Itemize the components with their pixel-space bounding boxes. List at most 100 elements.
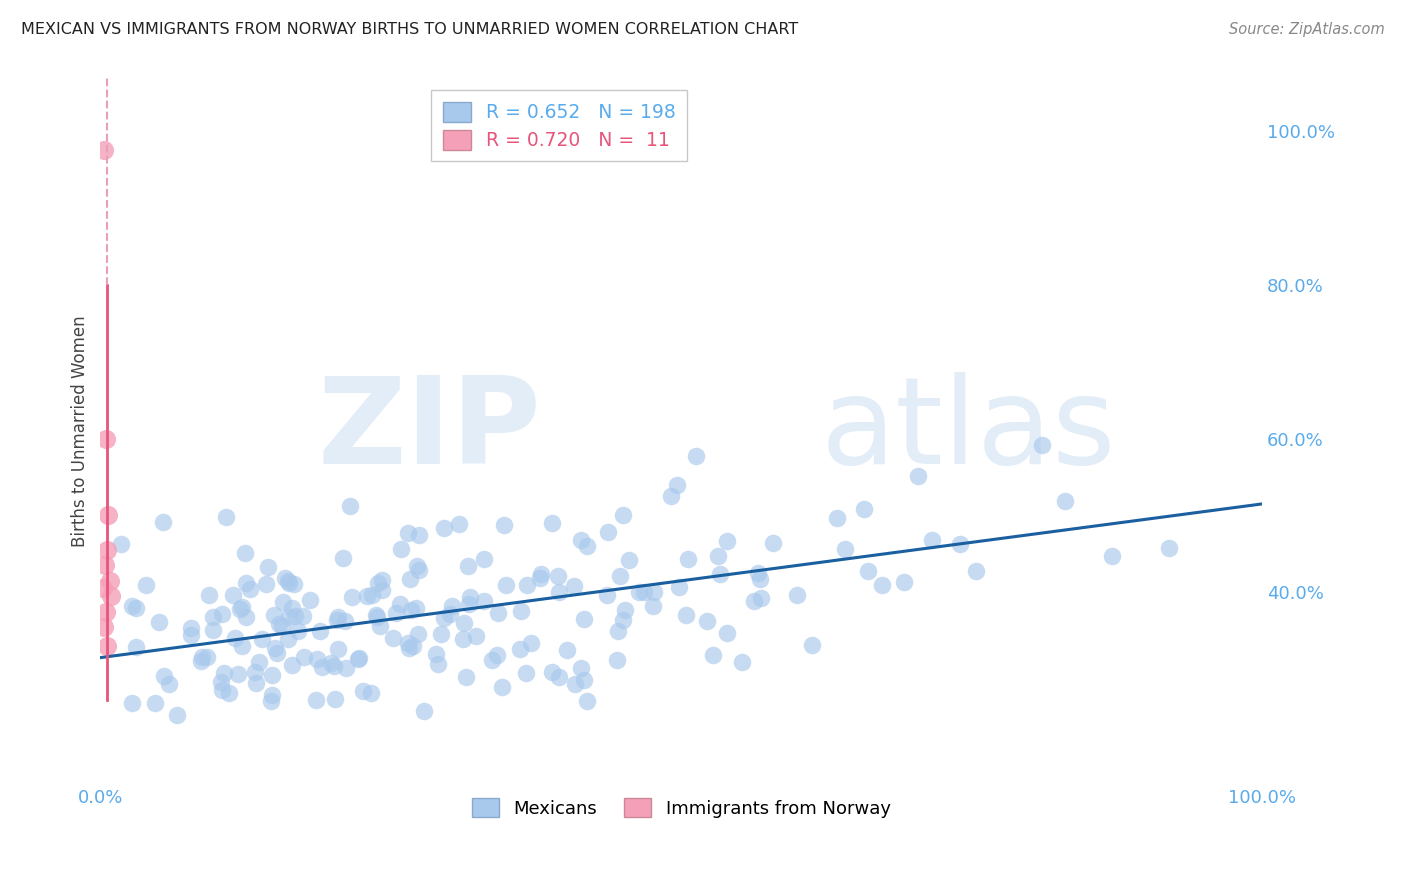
Point: [451, 632, 474, 647]
Point: [381, 632, 404, 646]
Point: [143, 696, 166, 710]
Point: [93, 144, 115, 158]
Point: [596, 588, 619, 602]
Point: [328, 642, 350, 657]
Point: [401, 639, 423, 653]
Point: [643, 599, 665, 614]
Point: [298, 593, 321, 607]
Point: [575, 694, 598, 708]
Point: [368, 619, 391, 633]
Point: [441, 599, 464, 613]
Point: [454, 670, 477, 684]
Point: [197, 588, 219, 602]
Point: [510, 604, 533, 618]
Point: [481, 653, 503, 667]
Point: [211, 683, 233, 698]
Point: [366, 608, 388, 623]
Point: [453, 615, 475, 630]
Point: [606, 624, 628, 638]
Point: [486, 648, 509, 662]
Point: [326, 613, 349, 627]
Point: [347, 651, 370, 665]
Point: [406, 626, 429, 640]
Point: [965, 565, 987, 579]
Point: [408, 527, 430, 541]
Point: [893, 575, 915, 590]
Point: [361, 588, 384, 602]
Point: [257, 560, 280, 574]
Point: [323, 692, 346, 706]
Point: [675, 608, 697, 623]
Point: [761, 536, 783, 550]
Point: [596, 524, 619, 539]
Point: [569, 533, 592, 548]
Point: [547, 669, 569, 683]
Point: [100, 589, 122, 603]
Point: [124, 640, 146, 654]
Point: [659, 489, 682, 503]
Point: [541, 516, 564, 530]
Point: [235, 575, 257, 590]
Point: [396, 636, 419, 650]
Point: [509, 641, 531, 656]
Point: [277, 610, 299, 624]
Point: [540, 665, 562, 679]
Point: [747, 566, 769, 581]
Point: [486, 606, 509, 620]
Text: Source: ZipAtlas.com: Source: ZipAtlas.com: [1229, 22, 1385, 37]
Point: [153, 669, 176, 683]
Point: [326, 610, 349, 624]
Point: [458, 591, 481, 605]
Point: [627, 585, 650, 599]
Text: atlas: atlas: [821, 373, 1116, 490]
Point: [98, 574, 121, 588]
Point: [305, 693, 328, 707]
Point: [515, 665, 537, 680]
Point: [287, 624, 309, 638]
Point: [612, 613, 634, 627]
Point: [572, 612, 595, 626]
Point: [264, 640, 287, 655]
Point: [254, 577, 277, 591]
Point: [291, 608, 314, 623]
Point: [491, 680, 513, 694]
Point: [614, 603, 637, 617]
Point: [201, 610, 224, 624]
Point: [190, 654, 212, 668]
Point: [233, 546, 256, 560]
Point: [247, 655, 270, 669]
Point: [430, 627, 453, 641]
Point: [457, 559, 479, 574]
Legend: Mexicans, Immigrants from Norway: Mexicans, Immigrants from Norway: [464, 790, 898, 825]
Point: [1159, 541, 1181, 555]
Point: [211, 607, 233, 622]
Point: [262, 688, 284, 702]
Point: [262, 668, 284, 682]
Point: [271, 595, 294, 609]
Point: [405, 601, 427, 615]
Point: [157, 677, 180, 691]
Point: [335, 661, 357, 675]
Point: [702, 648, 724, 662]
Point: [281, 657, 304, 672]
Point: [266, 647, 288, 661]
Point: [91, 582, 114, 596]
Point: [413, 704, 436, 718]
Point: [121, 599, 143, 613]
Point: [349, 650, 371, 665]
Point: [110, 537, 132, 551]
Point: [716, 534, 738, 549]
Point: [121, 696, 143, 710]
Point: [396, 526, 419, 541]
Point: [235, 610, 257, 624]
Point: [96, 543, 118, 558]
Point: [323, 658, 346, 673]
Y-axis label: Births to Unmarried Women: Births to Unmarried Women: [72, 315, 89, 547]
Point: [949, 536, 972, 550]
Point: [786, 589, 808, 603]
Point: [408, 563, 430, 577]
Point: [385, 606, 408, 620]
Point: [530, 566, 553, 581]
Point: [305, 652, 328, 666]
Point: [1053, 494, 1076, 508]
